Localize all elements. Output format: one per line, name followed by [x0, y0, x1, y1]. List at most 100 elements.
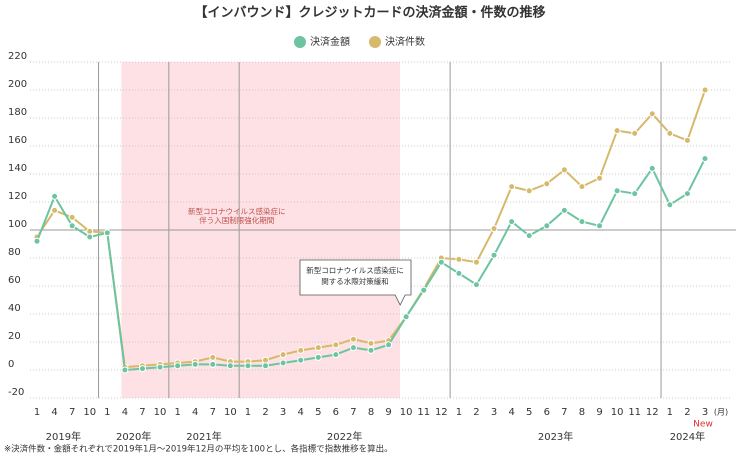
x-tick-label: 10 [83, 407, 96, 418]
data-point [631, 129, 639, 137]
y-tick-label: 80 [8, 247, 21, 258]
x-tick-label: 4 [51, 407, 57, 418]
data-point [648, 164, 656, 172]
x-tick-label: 7 [561, 407, 567, 418]
y-tick-label: 20 [8, 331, 21, 342]
y-tick-label: 220 [8, 51, 27, 62]
data-point [33, 237, 41, 245]
x-tick-label: 3 [702, 407, 708, 418]
x-tick-label: 10 [154, 407, 167, 418]
y-tick-label: 160 [8, 135, 27, 146]
data-point [472, 281, 480, 289]
data-point [666, 201, 674, 209]
callout-text: 関する水際対策緩和 [321, 276, 389, 286]
x-tick-label: 9 [385, 407, 391, 418]
new-label: New [693, 420, 713, 430]
data-point [701, 86, 709, 94]
data-point [490, 225, 498, 233]
x-tick-label: 8 [368, 407, 374, 418]
x-tick-label: 2 [684, 407, 690, 418]
data-point [51, 192, 59, 200]
y-tick-label: 40 [8, 303, 21, 314]
x-tick-label: 4 [297, 407, 303, 418]
data-point [578, 218, 586, 226]
data-point [349, 335, 357, 343]
data-point [683, 136, 691, 144]
y-tick-label: -20 [8, 387, 24, 398]
year-label: 2019年 [46, 430, 81, 443]
year-label: 2022年 [327, 430, 362, 443]
data-point [156, 363, 164, 371]
x-tick-label: 1 [104, 407, 110, 418]
data-point [613, 187, 621, 195]
y-tick-label: 180 [8, 107, 27, 118]
year-label: 2020年 [116, 430, 151, 443]
data-point [420, 286, 428, 294]
data-point [297, 356, 305, 364]
data-point [596, 174, 604, 182]
x-tick-label: 11 [628, 407, 641, 418]
data-point [279, 359, 287, 367]
data-point [455, 255, 463, 263]
x-tick-label: 1 [34, 407, 40, 418]
x-tick-label: 7 [139, 407, 145, 418]
x-tick-label: 5 [315, 407, 321, 418]
data-point [367, 346, 375, 354]
data-point [332, 341, 340, 349]
data-point [472, 258, 480, 266]
x-tick-label: 4 [192, 407, 198, 418]
data-point [262, 362, 270, 370]
chart-title: 【インバウンド】クレジットカードの決済金額・件数の推移 [194, 5, 545, 21]
x-tick-label: 7 [69, 407, 75, 418]
x-tick-label: 10 [400, 407, 413, 418]
legend-label: 決済金額 [310, 35, 350, 48]
y-tick-label: 140 [8, 163, 27, 174]
data-point [631, 190, 639, 198]
legend-marker [369, 36, 381, 48]
data-point [455, 269, 463, 277]
shaded-text: 新型コロナウイルス感染症に [188, 206, 286, 216]
data-point [209, 353, 217, 361]
y-tick-label: 200 [8, 79, 27, 90]
x-tick-label: 6 [333, 407, 339, 418]
data-point [191, 360, 199, 368]
data-point [437, 258, 445, 266]
callout-box [299, 259, 412, 306]
data-point [402, 313, 410, 321]
data-point [349, 344, 357, 352]
data-point [297, 346, 305, 354]
data-point [683, 190, 691, 198]
x-tick-label: 6 [544, 407, 550, 418]
data-point [525, 232, 533, 240]
x-tick-label: 1 [245, 407, 251, 418]
x-tick-label: 7 [350, 407, 356, 418]
callout-text: 新型コロナウイルス感染症に [306, 265, 404, 275]
x-unit: (月) [714, 408, 728, 417]
y-tick-label: 60 [8, 275, 21, 286]
x-tick-label: 4 [122, 407, 128, 418]
data-point [103, 229, 111, 237]
data-point [701, 155, 709, 163]
data-point [648, 110, 656, 118]
legend-label: 決済件数 [385, 35, 425, 48]
y-tick-label: 120 [8, 191, 27, 202]
data-point [367, 339, 375, 347]
y-tick-label: 100 [8, 219, 27, 230]
data-point [666, 129, 674, 137]
x-tick-label: 4 [508, 407, 514, 418]
legend-marker [294, 36, 306, 48]
data-point [525, 187, 533, 195]
data-point [314, 353, 322, 361]
data-point [314, 344, 322, 352]
x-tick-label: 3 [280, 407, 286, 418]
x-tick-label: 7 [210, 407, 216, 418]
data-point [490, 251, 498, 259]
data-point [86, 233, 94, 241]
x-tick-label: 8 [579, 407, 585, 418]
x-tick-label: 12 [435, 407, 448, 418]
year-label: 2024年 [670, 430, 705, 443]
x-tick-label: 1 [667, 407, 673, 418]
data-point [121, 366, 129, 374]
x-tick-label: 10 [224, 407, 237, 418]
data-point [209, 360, 217, 368]
